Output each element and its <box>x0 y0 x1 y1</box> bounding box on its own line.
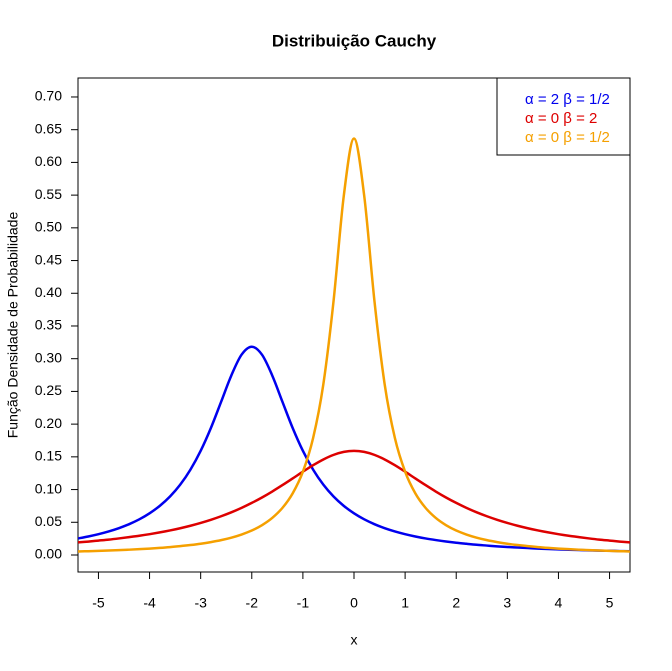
x-tick-label: 0 <box>350 595 358 611</box>
y-tick-label: 0.20 <box>35 415 62 431</box>
x-tick-label: -3 <box>194 595 207 611</box>
x-tick-label: 1 <box>401 595 409 611</box>
x-tick-label: 3 <box>503 595 511 611</box>
y-tick-label: 0.15 <box>35 448 62 464</box>
y-tick-label: 0.05 <box>35 513 62 529</box>
series-line <box>78 345 630 553</box>
x-tick-label: 2 <box>452 595 460 611</box>
y-tick-label: 0.30 <box>35 349 62 365</box>
y-tick-label: 0.45 <box>35 251 62 267</box>
x-tick-label: -5 <box>92 595 105 611</box>
legend-text: α = 2 β = 1/2 <box>525 91 610 108</box>
legend-box <box>496 77 631 156</box>
y-tick-label: 0.55 <box>35 186 62 202</box>
x-tick-label: -4 <box>143 595 156 611</box>
y-axis-label: Função Densidade de Probabilidade <box>5 212 21 439</box>
series-line <box>78 137 630 553</box>
legend-text: α = 0 β = 2 <box>525 110 597 127</box>
y-tick-label: 0.65 <box>35 120 62 136</box>
y-tick-label: 0.40 <box>35 284 62 300</box>
y-tick-label: 0.50 <box>35 219 62 235</box>
chart-title: Distribuição Cauchy <box>272 31 437 50</box>
x-tick-label: 4 <box>555 595 563 611</box>
series-line <box>78 449 630 544</box>
x-tick-label: 5 <box>606 595 614 611</box>
x-tick-label: -2 <box>246 595 259 611</box>
y-tick-label: 0.00 <box>35 546 62 562</box>
y-tick-label: 0.25 <box>35 382 62 398</box>
y-tick-label: 0.70 <box>35 88 62 104</box>
legend-text: α = 0 β = 1/2 <box>525 129 610 146</box>
y-tick-label: 0.60 <box>35 153 62 169</box>
x-axis-label: x <box>351 632 358 648</box>
y-tick-label: 0.35 <box>35 317 62 333</box>
y-tick-label: 0.10 <box>35 480 62 496</box>
x-tick-label: -1 <box>297 595 310 611</box>
